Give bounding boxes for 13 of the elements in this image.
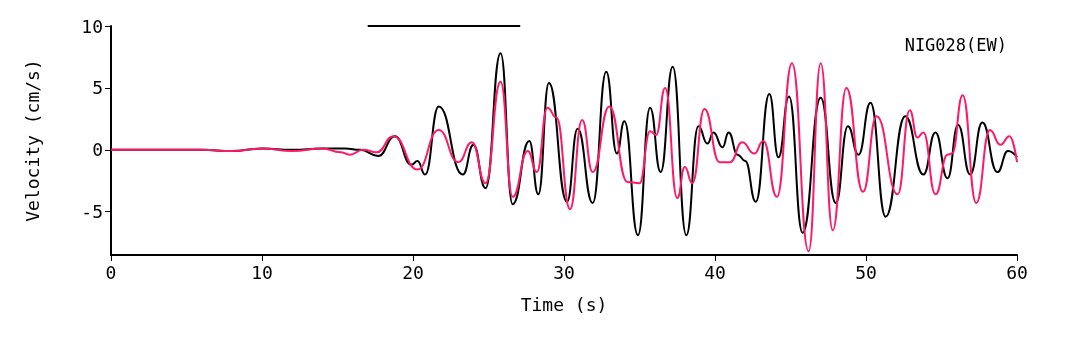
y-tick-label: 5 bbox=[92, 77, 103, 99]
y-axis-title: Velocity (cm/s) bbox=[21, 59, 43, 222]
x-tick-label: 20 bbox=[402, 261, 424, 283]
x-tick-label: 60 bbox=[1006, 261, 1028, 283]
x-tick-label: 50 bbox=[855, 261, 877, 283]
y-tick-label: 0 bbox=[92, 139, 103, 161]
x-axis-title: Time (s) bbox=[520, 293, 608, 315]
x-tick-label: 30 bbox=[553, 261, 575, 283]
annotation: NIG028(EW) bbox=[904, 34, 1008, 55]
y-tick-label: 10 bbox=[81, 15, 103, 37]
x-tick-label: 40 bbox=[704, 261, 726, 283]
y-tick-label: -5 bbox=[81, 201, 103, 223]
x-tick-label: 10 bbox=[251, 261, 273, 283]
